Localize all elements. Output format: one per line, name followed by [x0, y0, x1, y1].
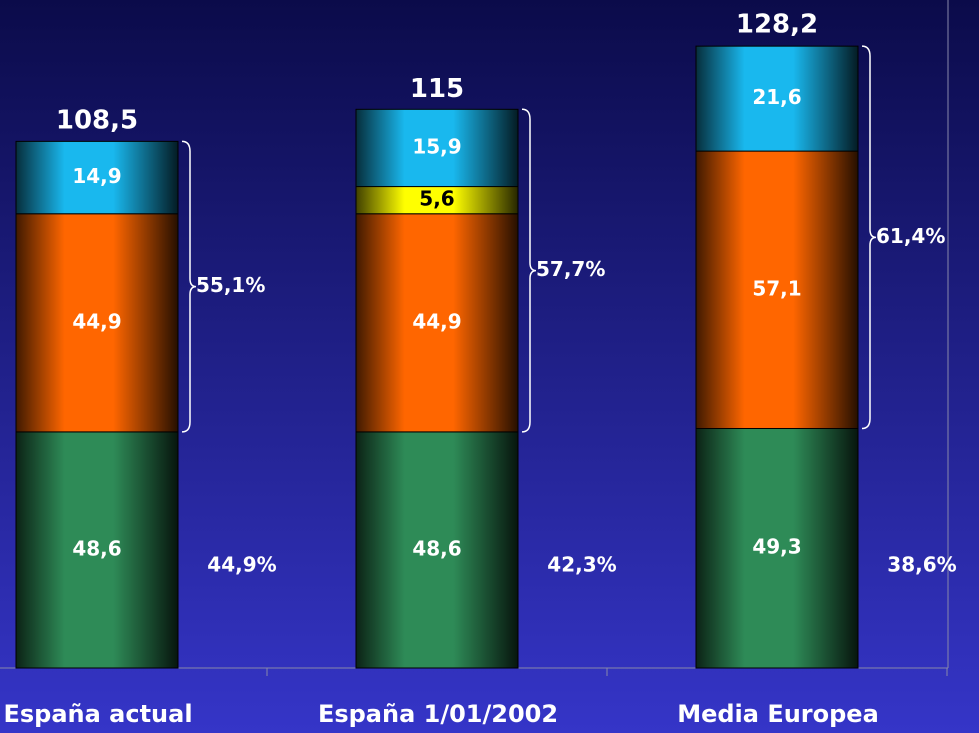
- brace-label: 57,7%: [536, 257, 605, 281]
- value-label: 44,9: [412, 309, 461, 333]
- total-label: 128,2: [736, 10, 818, 40]
- base-label: 44,9%: [207, 553, 276, 577]
- bar-shade: [696, 428, 858, 668]
- brace-label: 61,4%: [876, 224, 945, 248]
- value-label: 44,9: [72, 309, 121, 333]
- bar-shade: [16, 141, 178, 214]
- bar-shade: [356, 213, 518, 432]
- brace: [181, 140, 197, 433]
- bar-shade: [696, 46, 858, 152]
- value-label: 14,9: [72, 164, 121, 188]
- x-tick-label: Media Europea: [677, 700, 879, 728]
- bar-shade: [356, 186, 518, 214]
- total-label: 108,5: [56, 105, 138, 135]
- x-tick-label: España actual: [3, 700, 192, 728]
- value-label: 21,6: [752, 85, 801, 109]
- value-label: 15,9: [412, 134, 461, 158]
- brace-label: 55,1%: [196, 273, 265, 297]
- total-label: 115: [410, 74, 464, 104]
- x-tick-label: España 1/01/2002: [318, 700, 558, 728]
- value-label: 5,6: [419, 187, 454, 211]
- base-label: 38,6%: [887, 553, 956, 577]
- bar-shade: [16, 213, 178, 432]
- bar-shade: [16, 431, 178, 668]
- bar-shade: [356, 431, 518, 668]
- base-label: 42,3%: [547, 553, 616, 577]
- brace: [521, 108, 537, 433]
- value-label: 49,3: [752, 535, 801, 559]
- bar-shade: [696, 151, 858, 429]
- bar-shade: [356, 109, 518, 187]
- value-label: 57,1: [752, 276, 801, 300]
- value-label: 48,6: [412, 536, 461, 560]
- brace: [861, 45, 877, 430]
- value-label: 48,6: [72, 536, 121, 560]
